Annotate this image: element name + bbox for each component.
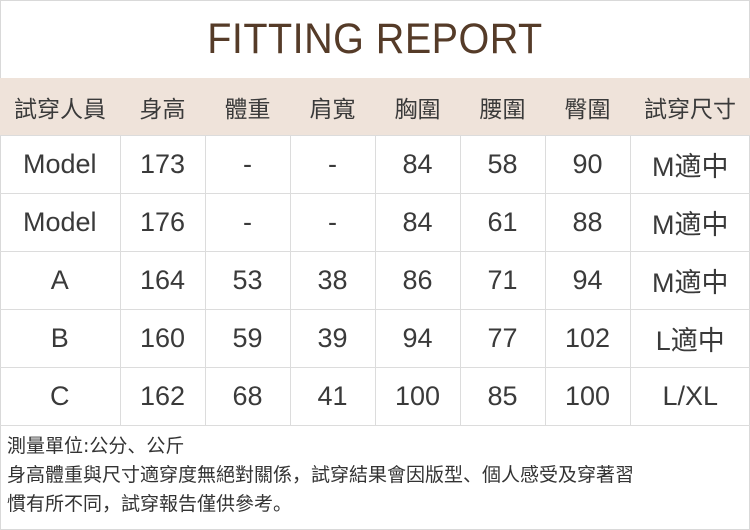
table-cell: M適中	[629, 135, 750, 194]
table-cell: -	[289, 193, 376, 252]
table-cell: L適中	[629, 309, 750, 368]
table-row: Model 176- -84 61 88 M適中	[0, 193, 750, 252]
table-cell: 160	[119, 309, 206, 368]
table-cell: 173	[119, 135, 206, 194]
table-cell: 84	[374, 135, 461, 194]
table-cell: -	[204, 135, 291, 194]
unit-note: 測量單位:公分、公斤	[7, 435, 185, 457]
page-title: FITTING REPORT	[207, 14, 543, 63]
table-cell: 94	[374, 309, 461, 368]
table-cell: 58	[459, 135, 546, 194]
table-row: B 160 59 39 94 77 102 L適中	[0, 309, 750, 368]
table-cell: 100	[374, 367, 461, 426]
column-header: 身高	[120, 78, 205, 136]
column-header: 肩寬	[290, 78, 375, 136]
table-cell: 102	[544, 309, 631, 368]
table-cell: M適中	[629, 193, 750, 252]
disclaimer-line-1: 身高體重與尺寸適穿度無絕對關係，試穿結果會因版型、個人感受及穿著習	[7, 464, 635, 486]
column-header: 試穿尺寸	[630, 78, 750, 136]
column-header: 腰圍	[460, 78, 545, 136]
table-cell: 68	[204, 367, 291, 426]
table-cell: Model	[0, 193, 121, 252]
column-header: 臀圍	[545, 78, 630, 136]
table-cell: 41	[289, 367, 376, 426]
table-cell: 61	[459, 193, 546, 252]
table-cell: 77	[459, 309, 546, 368]
table-cell: 71	[459, 251, 546, 310]
disclaimer-line-2: 慣有所不同，試穿報告僅供參考。	[7, 493, 293, 515]
table-cell: 85	[459, 367, 546, 426]
column-header: 胸圍	[375, 78, 460, 136]
table-cell: C	[0, 367, 121, 426]
table-cell: 59	[204, 309, 291, 368]
table-header: 試穿人員 身高 體重 肩寬 胸圍 腰圍 臀圍 試穿尺寸	[0, 78, 750, 136]
table-cell: 84	[374, 193, 461, 252]
table-cell: 164	[119, 251, 206, 310]
table-cell: 53	[204, 251, 291, 310]
table-cell: B	[0, 309, 121, 368]
table-row: A 164 53 38 86 71 94 M適中	[0, 251, 750, 310]
table-cell: 38	[289, 251, 376, 310]
notes: 測量單位:公分、公斤 身高體重與尺寸適穿度無絕對關係，試穿結果會因版型、個人感受…	[7, 432, 634, 519]
table-cell: 88	[544, 193, 631, 252]
table-cell: 176	[119, 193, 206, 252]
table-row: C 162 68 41 100 85 100 L/XL	[0, 367, 750, 426]
column-header: 試穿人員	[0, 78, 120, 136]
table-cell: 86	[374, 251, 461, 310]
table-cell: -	[289, 135, 376, 194]
fitting-table: 試穿人員 身高 體重 肩寬 胸圍 腰圍 臀圍 試穿尺寸 Model 173- -84 58 90 M適中…	[0, 78, 750, 426]
table-cell: M適中	[629, 251, 750, 310]
table-row: Model 173- -84 58 90 M適中	[0, 135, 750, 194]
table-cell: A	[0, 251, 121, 310]
table-cell: 162	[119, 367, 206, 426]
table-cell: 94	[544, 251, 631, 310]
table-cell: Model	[0, 135, 121, 194]
table-cell: 39	[289, 309, 376, 368]
table-cell: L/XL	[629, 367, 750, 426]
table-cell: 90	[544, 135, 631, 194]
column-header: 體重	[205, 78, 290, 136]
table-cell: -	[204, 193, 291, 252]
table-cell: 100	[544, 367, 631, 426]
